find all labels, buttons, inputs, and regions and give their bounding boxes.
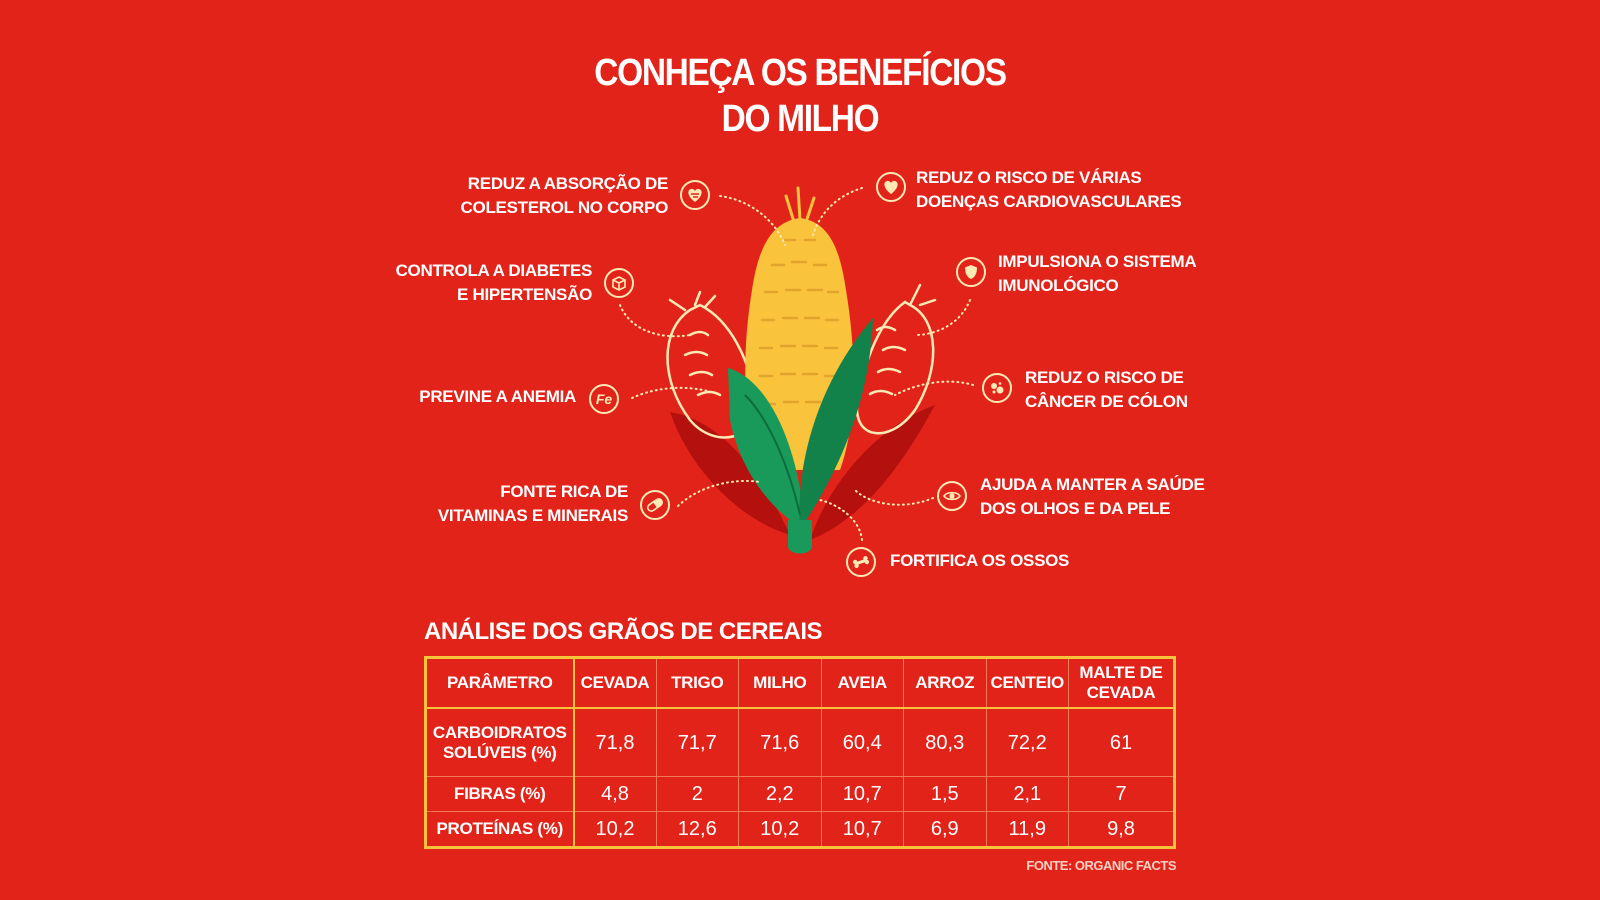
sugar-cube-icon xyxy=(604,268,634,298)
table-cell: 7 xyxy=(1068,776,1175,812)
table-cell: 11,9 xyxy=(985,810,1069,849)
table-cell: 61 xyxy=(1068,707,1175,777)
table-title: ANÁLISE DOS GRÃOS DE CEREAIS xyxy=(424,618,823,645)
header-aveia: AVEIA xyxy=(820,657,904,709)
table-cell: 80,3 xyxy=(903,707,987,777)
benefit-ossos: FORTIFICA OS OSSOS xyxy=(890,551,1070,570)
cells-icon xyxy=(982,373,1012,403)
table-cell: 2,2 xyxy=(738,776,822,812)
table-cell: 9,8 xyxy=(1068,810,1175,849)
table-cell: 71,6 xyxy=(738,707,822,777)
cob-kernels xyxy=(758,238,840,406)
table-cell: 60,4 xyxy=(820,707,904,777)
husk-left xyxy=(728,368,805,530)
header-arroz: ARROZ xyxy=(903,657,987,709)
benefit-colon: REDUZ O RISCO DE CÂNCER DE CÓLON xyxy=(1025,368,1188,411)
row-param-proteinas: PROTEÍNAS (%) xyxy=(425,810,575,849)
benefit-imune: IMPULSIONA O SISTEMA IMUNOLÓGICO xyxy=(998,252,1197,295)
table-cell: 71,8 xyxy=(573,707,657,777)
husk-vein xyxy=(744,394,801,516)
table-cell: 6,9 xyxy=(903,810,987,849)
table-cell: 10,2 xyxy=(573,810,657,849)
shadow-leaf-left xyxy=(670,412,790,535)
title-line-1: CONHEÇA OS BENEFÍCIOS xyxy=(594,52,1007,94)
header-milho: MILHO xyxy=(738,657,822,709)
shadow-leaf-right xyxy=(810,405,935,540)
title-line-2: DO MILHO xyxy=(721,98,880,140)
header-cevada: CEVADA xyxy=(573,657,657,709)
table-header-row: PARÂMETRO CEVADA TRIGO MILHO AVEIA ARROZ… xyxy=(425,657,1175,709)
cereal-analysis-table: PARÂMETRO CEVADA TRIGO MILHO AVEIA ARROZ… xyxy=(424,656,1176,849)
table-cell: 10,7 xyxy=(820,776,904,812)
cholesterol-heart-icon xyxy=(680,180,710,210)
table-cell: 71,7 xyxy=(655,707,739,777)
benefit-vitaminas: FONTE RICA DE VITAMINAS E MINERAIS xyxy=(437,482,628,525)
table-cell: 72,2 xyxy=(985,707,1069,777)
source-note: FONTE: ORGANIC FACTS xyxy=(1026,858,1176,873)
side-cob-left xyxy=(666,290,757,439)
benefit-olhos: AJUDA A MANTER A SAÚDE DOS OLHOS E DA PE… xyxy=(980,475,1205,518)
table-cell: 2,1 xyxy=(985,776,1069,812)
table-cell: 12,6 xyxy=(655,810,739,849)
main-cob xyxy=(745,218,854,470)
husk-stem xyxy=(788,520,812,554)
table-cell: 1,5 xyxy=(903,776,987,812)
table-cell: 2 xyxy=(655,776,739,812)
pill-capsule-icon xyxy=(640,490,670,520)
benefit-anemia: PREVINE A ANEMIA xyxy=(419,387,576,406)
table-cell: 10,2 xyxy=(738,810,822,849)
row-param-fibras: FIBRAS (%) xyxy=(425,776,575,812)
iron-fe-icon: Fe xyxy=(589,384,619,414)
corn-silk xyxy=(784,186,816,224)
heart-icon xyxy=(876,172,906,202)
header-parametro: PARÂMETRO xyxy=(425,657,575,709)
bone-icon xyxy=(846,547,876,577)
benefit-diabetes: CONTROLA A DIABETES E HIPERTENSÃO xyxy=(395,261,593,304)
table-row: CARBOIDRATOS SOLÚVEIS (%) 71,8 71,7 71,6… xyxy=(425,707,1175,777)
table-cell: 10,7 xyxy=(820,810,904,849)
table-row: PROTEÍNAS (%) 10,2 12,6 10,2 10,7 6,9 11… xyxy=(425,810,1175,849)
eye-icon xyxy=(937,481,967,511)
benefit-colesterol: REDUZ A ABSORÇÃO DE COLESTEROL NO CORPO xyxy=(460,174,669,217)
side-cob-right xyxy=(855,283,937,435)
header-centeio: CENTEIO xyxy=(985,657,1069,709)
shield-icon xyxy=(956,257,986,287)
husk-right xyxy=(799,318,873,530)
row-param-carboidratos: CARBOIDRATOS SOLÚVEIS (%) xyxy=(425,707,575,777)
table-cell: 4,8 xyxy=(573,776,657,812)
connector-lines xyxy=(619,187,974,541)
header-malte-de-cevada: MALTE DE CEVADA xyxy=(1068,657,1175,709)
benefit-cardio: REDUZ O RISCO DE VÁRIAS DOENÇAS CARDIOVA… xyxy=(916,168,1182,211)
header-trigo: TRIGO xyxy=(655,657,739,709)
page-title: CONHEÇA OS BENEFÍCIOS DO MILHO xyxy=(0,50,1600,142)
table-row: FIBRAS (%) 4,8 2 2,2 10,7 1,5 2,1 7 xyxy=(425,776,1175,812)
